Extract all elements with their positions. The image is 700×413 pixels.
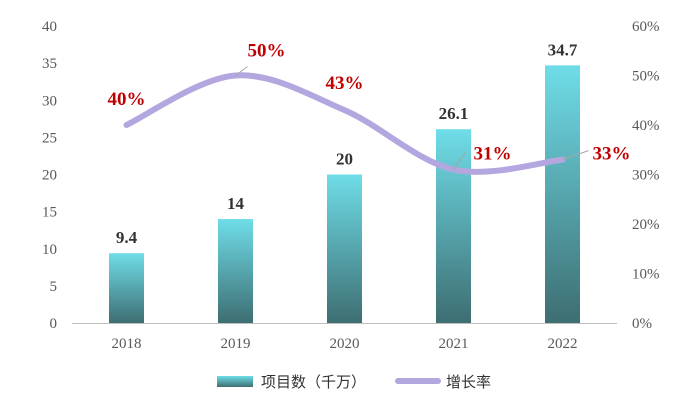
x-axis-tick-label: 2020 <box>330 336 360 352</box>
bar <box>218 219 253 323</box>
rate-value-label: 43% <box>326 73 364 94</box>
y-axis-tick-label: 5 <box>50 279 58 295</box>
rate-value-label: 50% <box>248 41 286 62</box>
y-axis-tick-label: 20 <box>42 168 57 184</box>
x-axis-tick-label: 2022 <box>548 336 578 352</box>
y2-axis-tick-label: 60% <box>632 19 660 35</box>
rate-leader-line <box>453 152 466 170</box>
bar <box>109 253 144 323</box>
bar-value-label: 9.4 <box>116 228 138 247</box>
x-axis-tick-label: 2018 <box>112 336 142 352</box>
bar <box>545 65 580 323</box>
y-axis-tick-label: 10 <box>42 242 57 258</box>
rate-leader-line <box>562 150 589 161</box>
rate-leader-line <box>235 66 248 76</box>
y-axis-tick-label: 35 <box>42 56 57 72</box>
bar-value-label: 14 <box>227 194 245 213</box>
legend-bar-swatch <box>217 376 253 387</box>
x-axis-tick-label: 2021 <box>439 336 469 352</box>
y-axis-tick-label: 40 <box>42 19 57 35</box>
y2-axis-tick-label: 20% <box>632 217 660 233</box>
y-axis-tick-label: 30 <box>42 93 57 109</box>
y-axis-tick-label: 15 <box>42 205 57 221</box>
x-axis-tick-label: 2019 <box>221 336 251 352</box>
bar-value-label: 26.1 <box>439 104 469 123</box>
y2-axis-tick-label: 30% <box>632 168 660 184</box>
y2-axis-tick-label: 40% <box>632 118 660 134</box>
y2-axis-tick-label: 0% <box>632 316 652 332</box>
y2-axis-tick-label: 50% <box>632 69 660 85</box>
legend-bar-label: 项目数（千万） <box>261 373 366 391</box>
growth-rate-line <box>123 72 566 175</box>
rate-value-label: 40% <box>108 89 146 110</box>
y-axis-tick-label: 0 <box>50 316 58 332</box>
bar <box>436 129 471 323</box>
legend: 项目数（千万） 增长率 <box>217 373 491 391</box>
bar-value-label: 34.7 <box>548 40 578 59</box>
bar <box>327 174 362 323</box>
y2-axis-tick-label: 10% <box>632 267 660 283</box>
y-axis-tick-label: 25 <box>42 130 57 146</box>
legend-line-label: 增长率 <box>446 373 491 391</box>
rate-value-label: 33% <box>593 144 631 165</box>
bar-value-label: 20 <box>336 150 353 169</box>
rate-value-label: 31% <box>474 144 512 165</box>
